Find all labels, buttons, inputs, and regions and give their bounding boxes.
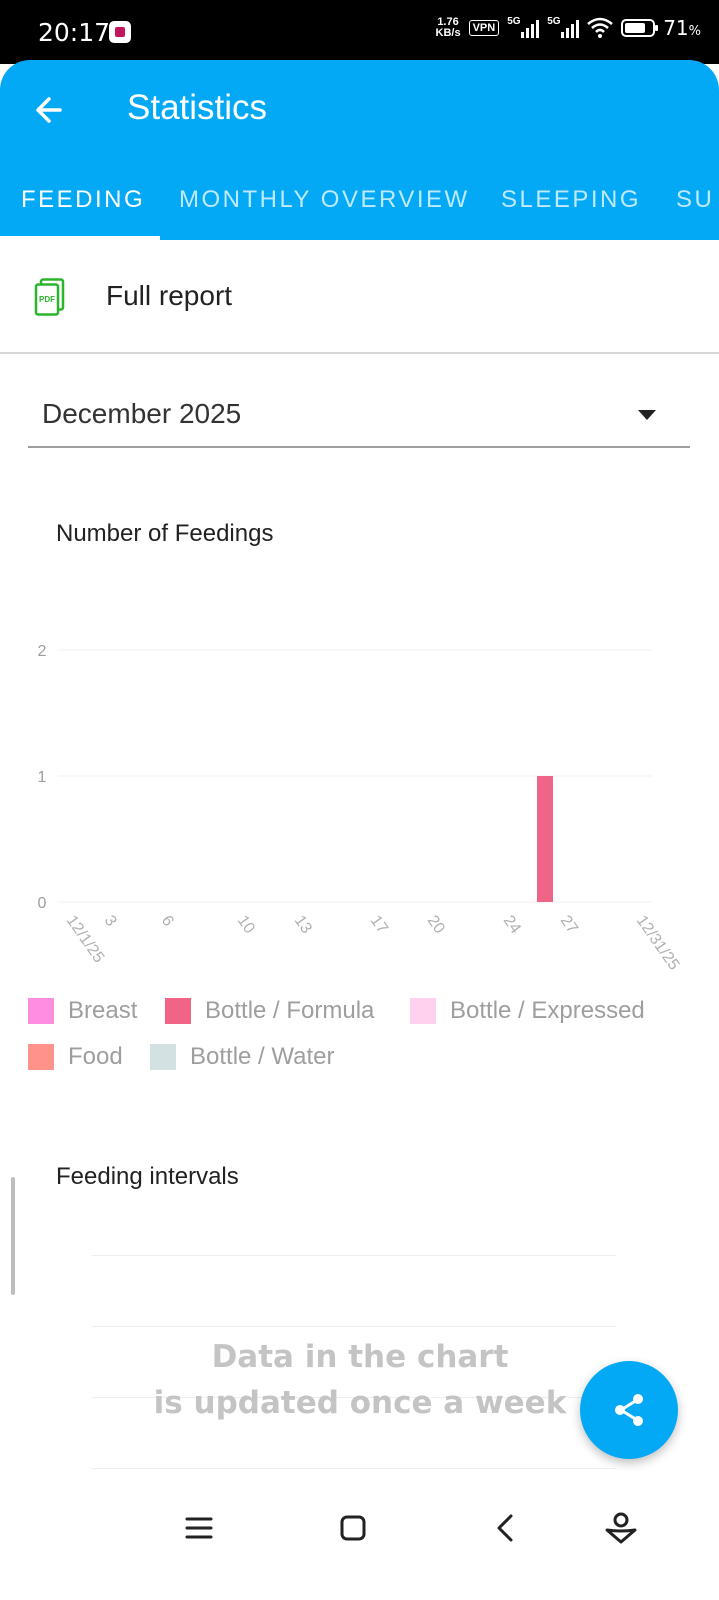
x-tick-label: 24 <box>500 913 524 937</box>
status-icons: 1.76 KB/s VPN 5G 5G 71% <box>436 16 702 40</box>
legend-swatch-bottle-expressed <box>410 998 436 1024</box>
signal-sim2-icon: 5G <box>547 16 580 38</box>
feedings-chart-title: Number of Feedings <box>56 520 274 547</box>
x-tick-label: 3 <box>101 913 120 930</box>
y-tick-label: 2 <box>38 643 47 660</box>
tab-indicator <box>0 236 160 240</box>
menu-icon[interactable] <box>179 1508 219 1548</box>
legend-item-breast: Breast <box>28 997 137 1025</box>
x-tick-label: 12/31/25 <box>633 913 683 974</box>
x-tick-label: 10 <box>234 913 258 937</box>
x-tick-label: 12/1/25 <box>63 913 108 967</box>
system-nav-bar <box>0 1488 719 1600</box>
full-report-row[interactable]: PDF Full report <box>0 240 719 354</box>
legend-item-bottle-water: Bottle / Water <box>150 1043 335 1071</box>
sim2-label: 5G <box>547 16 561 27</box>
x-tick-label: 13 <box>291 913 315 937</box>
home-square-icon[interactable] <box>333 1508 373 1548</box>
chart-update-note: Data in the chart is updated once a week <box>110 1334 610 1426</box>
status-time: 20:17 <box>38 18 111 47</box>
intervals-grid-line <box>92 1397 616 1398</box>
chart-bar <box>537 776 553 902</box>
pdf-icon-text: PDF <box>39 295 55 304</box>
network-speed-unit: KB/s <box>435 27 461 39</box>
chart-update-note-line2: is updated once a week <box>153 1385 567 1421</box>
assistant-icon[interactable] <box>601 1508 641 1548</box>
legend-swatch-food <box>28 1044 54 1070</box>
arrow-left-icon[interactable] <box>30 90 70 130</box>
scroll-indicator[interactable] <box>11 1177 15 1295</box>
share-button[interactable] <box>580 1361 678 1459</box>
month-dropdown-value: December 2025 <box>42 398 242 429</box>
x-tick-label: 27 <box>557 913 581 937</box>
tab-feeding[interactable]: FEEDING <box>21 186 146 213</box>
x-tick-label: 6 <box>158 913 177 930</box>
legend-item-bottle-formula: Bottle / Formula <box>165 997 374 1025</box>
legend-swatch-bottle-formula <box>165 998 191 1024</box>
app-bar: Statistics FEEDING MONTHLY OVERVIEW SLEE… <box>0 60 719 240</box>
page-title: Statistics <box>127 88 268 127</box>
month-dropdown[interactable]: December 2025 <box>28 388 690 448</box>
battery-percent: 71% <box>663 16 701 40</box>
tab-partial[interactable]: SU <box>676 186 715 213</box>
pdf-file-icon: PDF <box>34 278 65 316</box>
legend-item-food: Food <box>28 1043 123 1071</box>
x-tick-label: 20 <box>424 913 448 937</box>
legend-swatch-breast <box>28 998 54 1024</box>
intervals-grid-line <box>92 1326 616 1327</box>
vpn-badge: VPN <box>468 20 500 36</box>
wifi-icon <box>587 17 613 38</box>
battery-icon <box>621 19 659 37</box>
legend-item-bottle-expressed: Bottle / Expressed <box>410 997 645 1025</box>
sim1-label: 5G <box>507 16 521 27</box>
tab-sleeping[interactable]: SLEEPING <box>501 186 642 213</box>
back-chevron-icon[interactable] <box>487 1508 527 1548</box>
chart-update-note-line1: Data in the chart <box>211 1339 509 1375</box>
full-report-label: Full report <box>106 280 233 311</box>
tab-monthly-overview[interactable]: MONTHLY OVERVIEW <box>179 186 470 213</box>
intervals-chart-title: Feeding intervals <box>56 1163 239 1190</box>
legend-swatch-bottle-water <box>150 1044 176 1070</box>
tab-bar: FEEDING MONTHLY OVERVIEW SLEEPING SU <box>0 168 719 240</box>
status-bar: 20:17 1.76 KB/s VPN 5G 5G 71% <box>0 0 719 64</box>
intervals-grid-line <box>92 1255 616 1256</box>
x-tick-label: 17 <box>367 913 391 937</box>
y-tick-label: 1 <box>38 769 47 786</box>
network-speed-value: 1.76 <box>437 16 459 28</box>
feedings-bar-chart: 0 1 2 12/1/253 6 10 13 17 20 24 27 12/31/25 <box>38 643 683 974</box>
dropdown-caret-icon <box>638 410 656 420</box>
network-speed: 1.76 KB/s <box>436 17 461 39</box>
intervals-grid-line <box>92 1468 616 1469</box>
signal-sim1-icon: 5G <box>507 16 540 38</box>
share-icon <box>615 1394 643 1426</box>
app-notification-icon <box>109 21 131 43</box>
y-tick-label: 0 <box>38 895 47 912</box>
